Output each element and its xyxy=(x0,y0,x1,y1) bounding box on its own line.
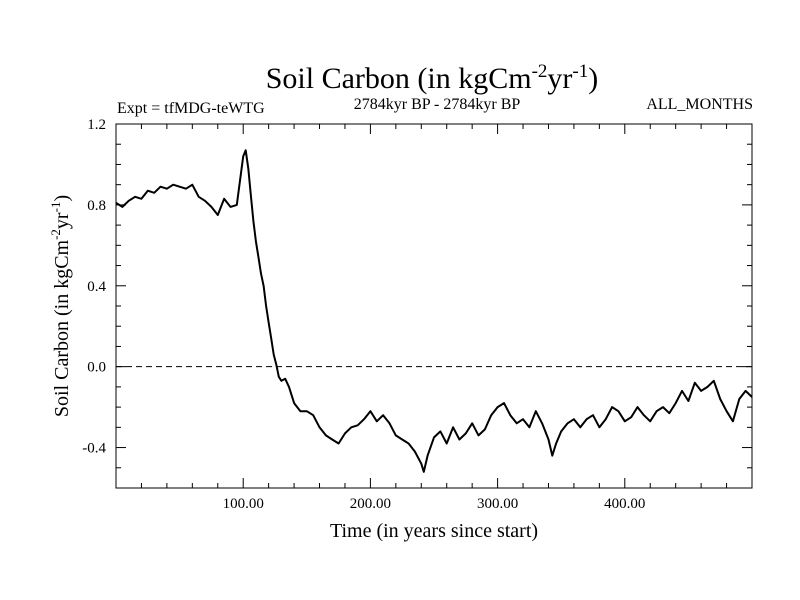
title-text: Soil Carbon (in kgCm xyxy=(266,62,532,95)
y-label-text: Soil Carbon (in kgCm xyxy=(51,239,73,417)
y-axis-label: Soil Carbon (in kgCm-2yr-1) xyxy=(48,195,73,417)
x-axis-label: Time (in years since start) xyxy=(330,520,538,542)
title-superscript-2: -1 xyxy=(572,61,588,82)
title-close-paren: ) xyxy=(588,62,598,95)
minor-ticks xyxy=(116,124,752,488)
title-superscript-1: -2 xyxy=(532,61,548,82)
y-label-close-paren: ) xyxy=(51,195,73,202)
y-axis-ticks: 1.2 0.8 0.4 0.0 -0.4 xyxy=(82,117,752,457)
y-label-superscript-1: -2 xyxy=(48,229,63,240)
x-tick-label: 200.00 xyxy=(350,496,391,512)
x-tick-label: 300.00 xyxy=(477,496,518,512)
y-label-superscript-2: -1 xyxy=(48,202,63,213)
period-label: 2784kyr BP - 2784kyr BP xyxy=(354,96,521,113)
plot-frame xyxy=(115,123,753,489)
chart-title: Soil Carbon (in kgCm-2yr-1) xyxy=(266,61,599,95)
y-tick-label: -0.4 xyxy=(82,441,106,457)
x-tick-label: 100.00 xyxy=(223,496,264,512)
experiment-label: Expt = tfMDG-teWTG xyxy=(117,100,265,117)
y-tick-label: 1.2 xyxy=(87,117,106,133)
y-tick-label: 0.4 xyxy=(87,279,106,295)
x-axis-ticks: 100.00 200.00 300.00 400.00 xyxy=(223,124,645,512)
x-tick-label: 400.00 xyxy=(604,496,645,512)
y-tick-label: 0.8 xyxy=(87,198,106,214)
title-unit-yr: yr xyxy=(547,62,572,95)
soil-carbon-line xyxy=(115,149,753,473)
y-label-unit-yr: yr xyxy=(51,212,73,229)
y-tick-label: 0.0 xyxy=(87,360,106,376)
months-label: ALL_MONTHS xyxy=(646,96,753,113)
